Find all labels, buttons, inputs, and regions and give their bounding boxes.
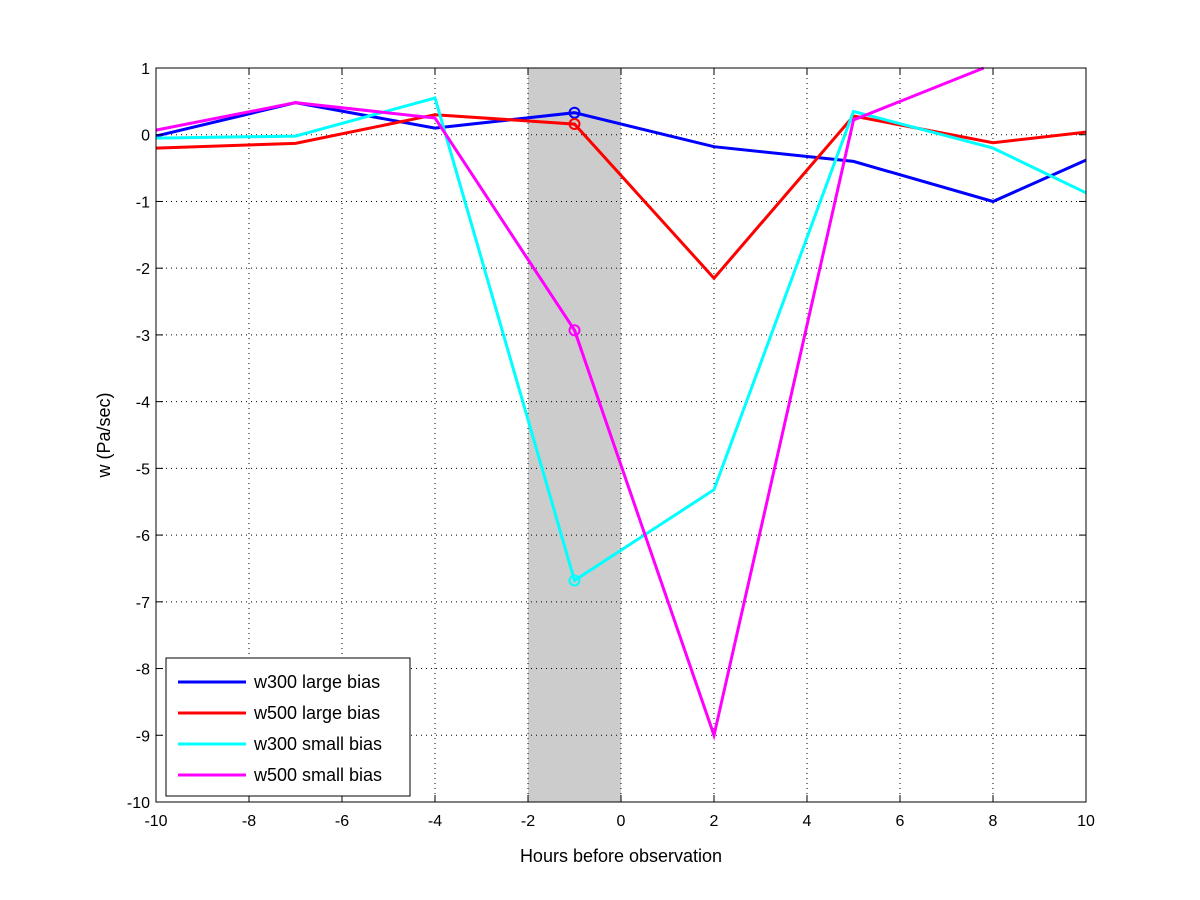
y-axis-label: w (Pa/sec) bbox=[94, 392, 114, 478]
y-tick-label: -2 bbox=[136, 261, 150, 278]
x-axis-label: Hours before observation bbox=[520, 846, 722, 866]
x-tick-label: -2 bbox=[521, 813, 535, 830]
legend-label-2: w300 small bias bbox=[253, 734, 382, 754]
y-tick-label: -7 bbox=[136, 595, 150, 612]
y-tick-label: 1 bbox=[141, 61, 150, 78]
series-line-3 bbox=[155, 66, 985, 741]
y-tick-label: -1 bbox=[136, 194, 150, 211]
y-tick-label: -4 bbox=[136, 395, 150, 412]
series-layer bbox=[155, 66, 1087, 741]
y-tick-label: -8 bbox=[136, 662, 150, 679]
y-tick-label: -6 bbox=[136, 528, 150, 545]
x-tick-label: 0 bbox=[617, 813, 626, 830]
x-tick-label: 4 bbox=[803, 813, 812, 830]
legend: w300 large bias w500 large bias w300 small… bbox=[165, 657, 411, 797]
series-line-0 bbox=[155, 101, 1087, 204]
x-tick-label: -10 bbox=[144, 813, 167, 830]
x-tick-label: 8 bbox=[989, 813, 998, 830]
x-tick-label: 2 bbox=[710, 813, 719, 830]
y-tick-label: 0 bbox=[141, 128, 150, 145]
series-marker-3 bbox=[568, 324, 581, 337]
x-tick-label: 6 bbox=[896, 813, 905, 830]
tick-layer: -10 -8 -6 -4 -2 0 2 4 6 8 1010-1-2-3-4-5-6-7-8-9-1… bbox=[127, 61, 1095, 830]
series-marker-1 bbox=[568, 118, 581, 131]
legend-label-0: w300 large bias bbox=[253, 672, 380, 692]
x-tick-label: -8 bbox=[242, 813, 256, 830]
series-marker-2 bbox=[568, 574, 581, 587]
series-line-1 bbox=[155, 113, 1087, 281]
y-tick-label: -10 bbox=[127, 795, 150, 812]
x-tick-label: -6 bbox=[335, 813, 349, 830]
y-tick-label: -3 bbox=[136, 328, 150, 345]
shaded-region-layer bbox=[528, 68, 621, 802]
shaded-region bbox=[528, 68, 621, 802]
legend-label-3: w500 small bias bbox=[253, 765, 382, 785]
series-marker-0 bbox=[568, 106, 581, 119]
x-tick-label: -4 bbox=[428, 813, 442, 830]
x-tick-label: 10 bbox=[1077, 813, 1095, 830]
legend-label-1: w500 large bias bbox=[253, 703, 380, 723]
y-tick-label: -5 bbox=[136, 461, 150, 478]
y-tick-label: -9 bbox=[136, 728, 150, 745]
